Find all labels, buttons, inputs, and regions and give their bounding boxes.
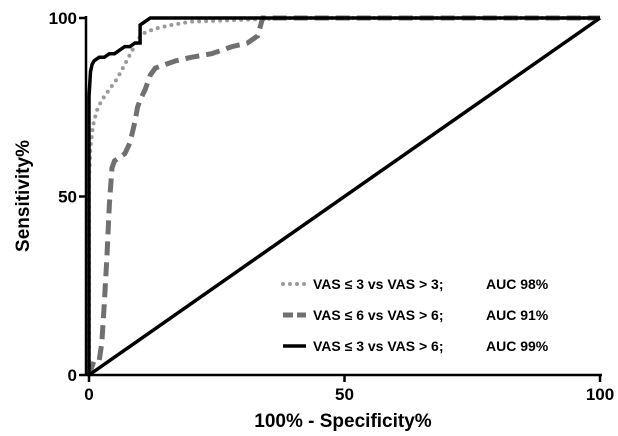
x-tick-label: 50 [335,385,354,404]
legend-auc-2: AUC 91% [486,307,549,323]
legend-auc-1: AUC 98% [486,276,549,292]
series-line-2 [86,15,600,376]
reference-diagonal-line [87,16,602,377]
y-tick-label: 0 [68,366,77,385]
legend-label-2: VAS ≤ 6 vs VAS > 6; [313,307,444,323]
legend-label-3: VAS ≤ 3 vs VAS > 6; [313,338,444,354]
legend-label-1: VAS ≤ 3 vs VAS > 3; [313,276,444,292]
y-tick-label: 50 [58,188,77,207]
y-axis-title: Sensitivity% [13,140,34,252]
y-tick-label: 100 [49,9,77,28]
x-axis-title: 100% - Specificity% [254,411,432,432]
series-layer [86,15,602,377]
tick-layer: 0 50 100 0 50 100 [49,9,615,404]
x-tick-label: 0 [84,385,93,404]
legend: VAS ≤ 3 vs VAS > 3; AUC 98% VAS ≤ 6 vs VAS… [281,276,549,354]
legend-auc-3: AUC 99% [486,338,549,354]
series-line-3 [87,16,600,375]
x-tick-label: 100 [586,385,614,404]
